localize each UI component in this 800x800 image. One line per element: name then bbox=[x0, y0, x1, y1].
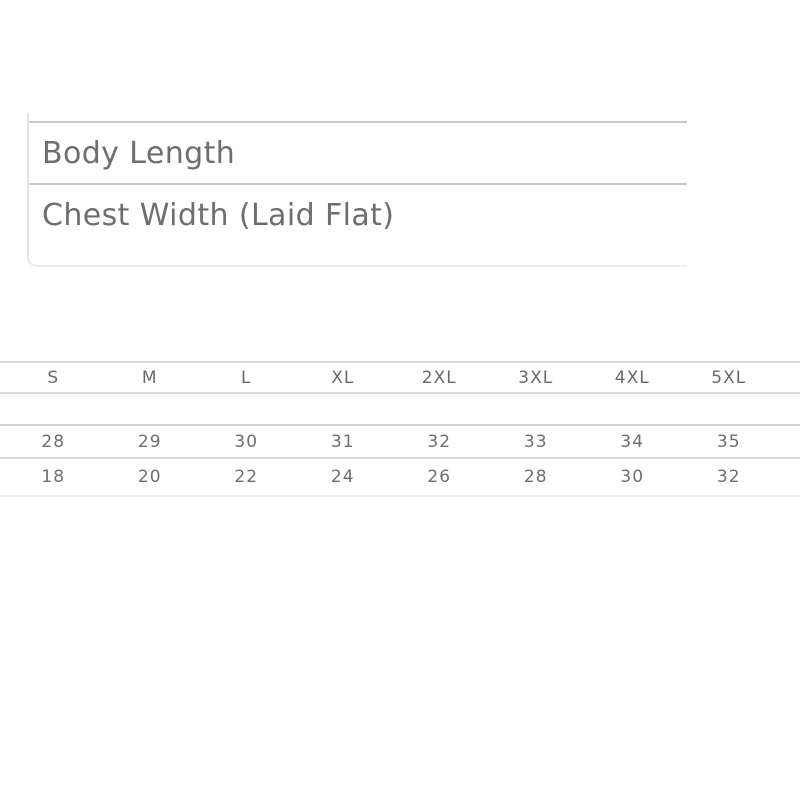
size-table: S M L XL 2XL 3XL 4XL 5XL 28 29 30 31 32 … bbox=[0, 361, 800, 497]
size-column-5xl: 5XL bbox=[711, 367, 747, 388]
body-length-value-xl: 31 bbox=[330, 431, 355, 452]
measurement-row-chest-width: Chest Width (Laid Flat) bbox=[29, 183, 687, 245]
chest-width-value-5xl: 32 bbox=[716, 467, 741, 487]
body-length-value-5xl: 35 bbox=[716, 431, 741, 452]
chest-width-label: Chest Width (Laid Flat) bbox=[42, 197, 395, 233]
size-column-4xl: 4XL bbox=[614, 367, 650, 388]
size-column-2xl: 2XL bbox=[421, 367, 457, 388]
chest-width-value-4xl: 30 bbox=[620, 467, 645, 487]
body-length-value-l: 30 bbox=[234, 431, 259, 452]
chest-width-value-l: 22 bbox=[234, 467, 259, 487]
size-column-m: M bbox=[141, 367, 158, 388]
body-length-values-row: 28 29 30 31 32 33 34 35 bbox=[0, 426, 800, 459]
body-length-value-s: 28 bbox=[41, 431, 66, 452]
measurement-row-body-length: Body Length bbox=[29, 121, 687, 183]
chest-width-value-s: 18 bbox=[41, 467, 66, 487]
body-length-value-2xl: 32 bbox=[427, 431, 452, 452]
size-table-header-row: S M L XL 2XL 3XL 4XL 5XL bbox=[0, 363, 800, 394]
size-column-3xl: 3XL bbox=[518, 367, 554, 388]
body-length-value-3xl: 33 bbox=[523, 431, 548, 452]
chest-width-value-2xl: 26 bbox=[427, 467, 452, 487]
body-length-label: Body Length bbox=[42, 135, 236, 171]
size-column-l: L bbox=[241, 367, 252, 388]
chest-width-value-xl: 24 bbox=[330, 467, 355, 487]
size-table-empty-row bbox=[0, 394, 800, 426]
size-column-xl: XL bbox=[331, 367, 355, 388]
body-length-value-m: 29 bbox=[137, 431, 162, 452]
chest-width-value-3xl: 28 bbox=[523, 467, 548, 487]
body-length-value-4xl: 34 bbox=[620, 431, 645, 452]
chest-width-values-row: 18 20 22 24 26 28 30 32 bbox=[0, 459, 800, 497]
size-column-s: S bbox=[47, 367, 60, 388]
measurements-panel: Body Length Chest Width (Laid Flat) bbox=[27, 113, 687, 267]
chest-width-value-m: 20 bbox=[137, 467, 162, 487]
